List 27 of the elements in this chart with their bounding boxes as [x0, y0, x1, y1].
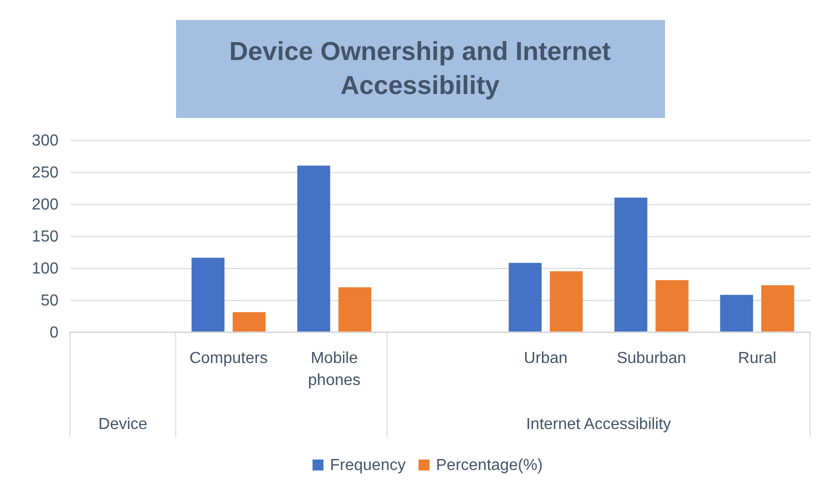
x-tick-label: Computers: [189, 350, 268, 367]
text: Internet Accessibility: [526, 416, 672, 433]
x-tick-label: Urban: [524, 350, 568, 367]
chart-title: Device Ownership and Internet Accessibility: [229, 36, 612, 100]
bar: [614, 198, 648, 332]
bar: [338, 287, 372, 332]
legend-label: Percentage(%): [436, 457, 543, 474]
bar: [720, 294, 754, 332]
y-tick-label: 250: [32, 164, 59, 182]
x-tick-label: Suburban: [616, 350, 686, 367]
legend-label: Frequency: [330, 457, 406, 474]
bar: [232, 312, 266, 332]
y-tick-label: 50: [40, 292, 59, 310]
y-tick-label: 0: [50, 324, 59, 342]
y-tick-label: 100: [32, 260, 59, 278]
bar: [508, 262, 542, 332]
bar: [297, 166, 330, 332]
x-tick-label: Mobile phones: [308, 350, 361, 389]
bar: [656, 280, 688, 332]
bar: [761, 285, 794, 332]
y-tick-label: 300: [32, 132, 59, 150]
bar: [192, 258, 224, 332]
y-tick-label: 150: [32, 228, 59, 246]
y-tick-label: 200: [32, 196, 59, 214]
bar: [550, 271, 583, 332]
x-tick-label: Rural: [738, 350, 776, 367]
text: Device: [98, 416, 148, 433]
